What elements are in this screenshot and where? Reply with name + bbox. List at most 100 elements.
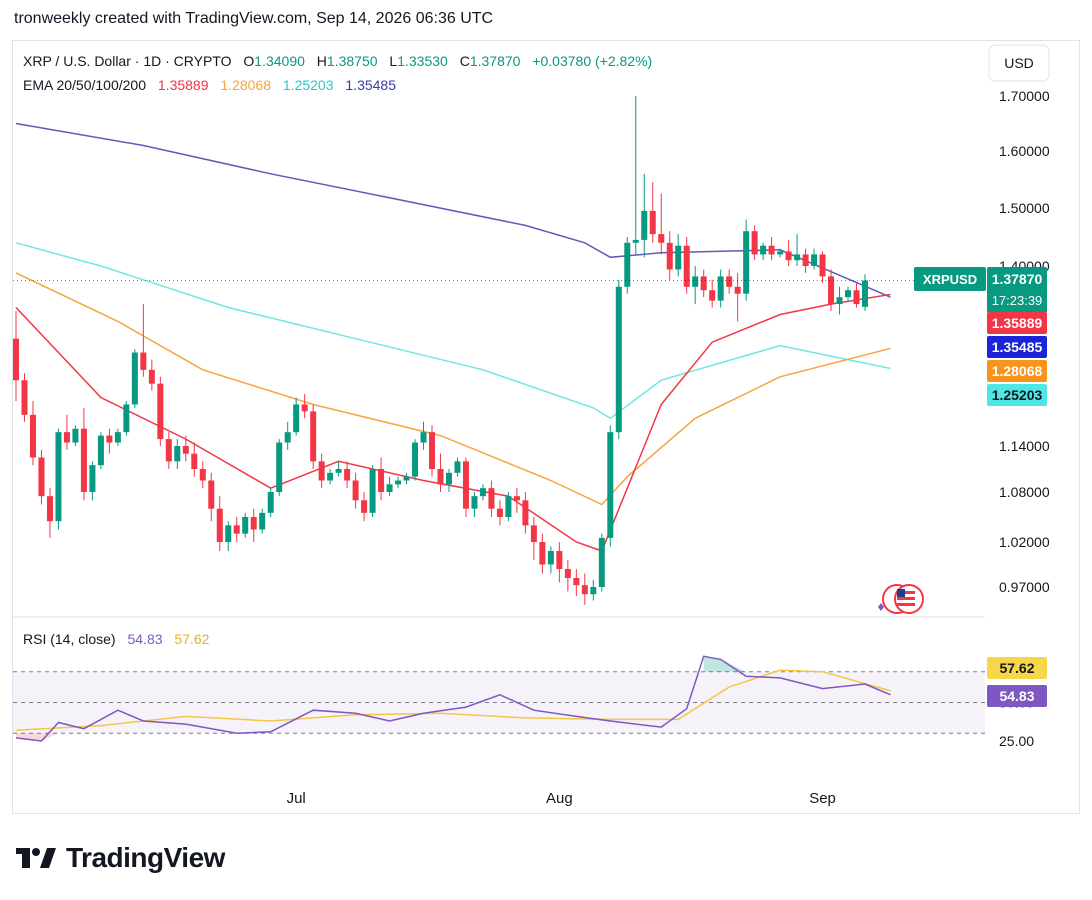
price-chart[interactable]: USD 1.700001.600001.500001.400001.140001… xyxy=(13,41,1079,813)
rsi-tag: 54.83 xyxy=(999,688,1034,704)
candle xyxy=(530,517,537,560)
candle xyxy=(114,428,121,446)
candle xyxy=(46,488,53,538)
candle xyxy=(726,269,733,294)
candle xyxy=(717,269,724,308)
candle xyxy=(412,439,419,481)
tradingview-wordmark: TradingView xyxy=(66,842,225,873)
tradingview-logo[interactable]: TradingView xyxy=(16,842,225,874)
candle xyxy=(853,283,860,308)
rsi-tags: 57.62 54.83 xyxy=(987,657,1047,707)
candle xyxy=(607,425,614,547)
candle xyxy=(310,404,317,469)
candle xyxy=(768,237,775,261)
candle xyxy=(267,488,274,517)
us-flag-icon[interactable] xyxy=(878,584,924,614)
candle xyxy=(225,521,232,551)
price-tick-label: 1.08000 xyxy=(999,484,1050,500)
candle xyxy=(21,373,28,422)
candle xyxy=(785,239,792,266)
candle xyxy=(556,542,563,583)
candle xyxy=(293,397,300,436)
candle xyxy=(318,453,325,489)
candle xyxy=(819,251,826,284)
rsi-tick-label: 25.00 xyxy=(999,733,1034,749)
candle xyxy=(420,421,427,450)
price-tick-label: 1.14000 xyxy=(999,438,1050,454)
candle xyxy=(615,279,622,440)
rsi-line xyxy=(15,655,891,742)
candle xyxy=(658,193,665,255)
candle xyxy=(505,492,512,522)
ema100-line xyxy=(15,242,891,420)
candle xyxy=(72,425,79,446)
ohlc-legend: XRP / U.S. Dollar · 1D · CRYPTO O1.34090… xyxy=(23,53,652,69)
chart-caption: tronweekly created with TradingView.com,… xyxy=(14,10,494,27)
candle xyxy=(632,96,639,255)
candle xyxy=(709,279,716,308)
candle xyxy=(38,449,45,505)
price-tick-label: 1.50000 xyxy=(999,200,1050,216)
candle xyxy=(386,476,393,497)
candle xyxy=(802,248,809,273)
candle xyxy=(828,269,835,311)
candle xyxy=(675,234,682,277)
candle xyxy=(148,359,155,391)
candle xyxy=(598,533,605,592)
time-axis: Jul Aug Sep xyxy=(287,790,836,807)
tradingview-logo-icon xyxy=(16,848,56,868)
candle xyxy=(454,457,461,477)
candle xyxy=(794,234,801,266)
candle xyxy=(199,461,206,489)
candle xyxy=(488,480,495,517)
candle xyxy=(13,311,19,401)
candle xyxy=(276,439,283,497)
candle xyxy=(641,173,648,258)
price-tag-countdown: 17:23:39 xyxy=(992,293,1043,308)
rsi-ma-tag: 57.62 xyxy=(999,660,1034,676)
candle xyxy=(140,304,147,377)
candle xyxy=(378,457,385,501)
candle xyxy=(743,219,750,301)
symbol-label: XRP / U.S. Dollar · 1D · CRYPTO xyxy=(23,53,232,69)
candle xyxy=(80,407,87,501)
candle xyxy=(361,492,368,522)
price-tick-label: 1.02000 xyxy=(999,534,1050,550)
candle xyxy=(522,492,529,534)
candle xyxy=(590,579,597,601)
candle xyxy=(862,274,868,311)
candle xyxy=(649,182,656,243)
ema100-tag: 1.25203 xyxy=(992,387,1043,403)
ema50-tag: 1.28068 xyxy=(992,363,1043,379)
time-tick-label: Sep xyxy=(809,790,836,807)
candle xyxy=(437,453,444,492)
candle xyxy=(666,231,673,280)
ema-legend: EMA 20/50/100/200 1.35889 1.28068 1.2520… xyxy=(23,77,396,93)
candle xyxy=(259,508,266,534)
time-tick-label: Jul xyxy=(287,790,306,807)
currency-label: USD xyxy=(1004,55,1034,71)
candle xyxy=(845,286,852,301)
price-tag-value: 1.37870 xyxy=(992,271,1043,287)
candle xyxy=(836,286,843,315)
candle xyxy=(700,269,707,298)
candle xyxy=(182,435,189,462)
candle xyxy=(29,401,36,466)
ema-tags: 1.35889 1.35485 1.28068 1.25203 xyxy=(987,312,1047,406)
candle xyxy=(208,472,215,522)
candle xyxy=(539,533,546,574)
chart-frame[interactable]: USD 1.70000 1.60000 1.50000 1.40000 1.14000 1… xyxy=(12,40,1080,814)
currency-box[interactable] xyxy=(988,44,1050,82)
rsi-overbought-fill xyxy=(703,656,747,672)
candle xyxy=(352,472,359,509)
candle xyxy=(369,465,376,517)
candle xyxy=(573,569,580,596)
candle xyxy=(445,469,452,492)
candle xyxy=(123,401,130,436)
candle xyxy=(462,457,469,517)
candle xyxy=(242,512,249,538)
price-tick-label: 0.97000 xyxy=(999,579,1050,595)
candle xyxy=(751,225,758,261)
candle xyxy=(429,425,436,477)
